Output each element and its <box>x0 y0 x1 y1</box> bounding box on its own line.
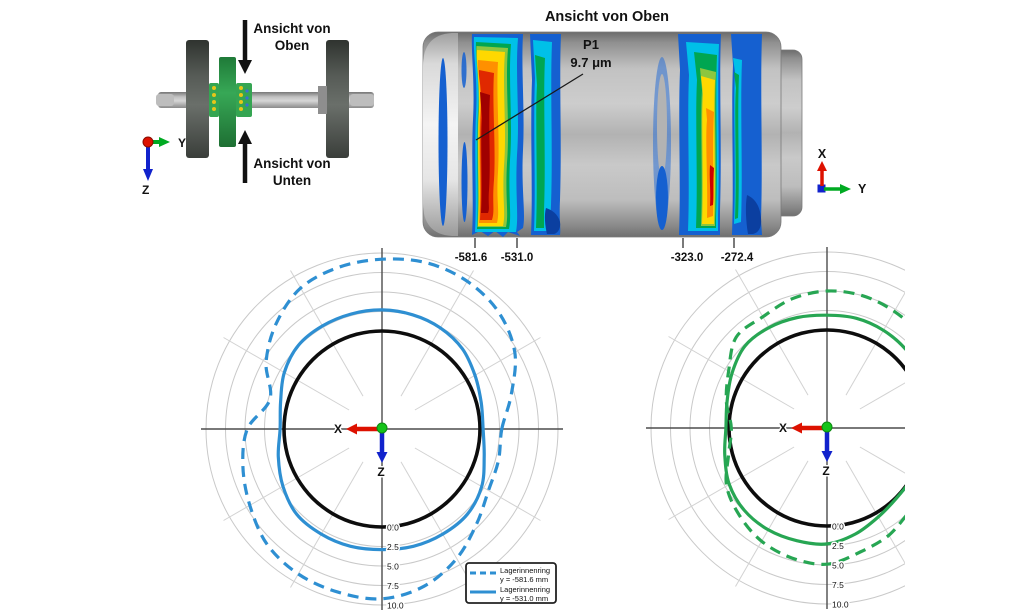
view-bottom-label-line1: Ansicht von <box>253 156 330 171</box>
spoke-gridline <box>414 447 541 521</box>
view-top-label-line1: Ansicht von <box>253 21 330 36</box>
spoke-gridline <box>735 460 809 587</box>
annotation-point-label: P1 <box>583 37 599 52</box>
hub-spacer <box>318 86 327 114</box>
legend-entry-line1: Lagerinnenring <box>500 585 550 594</box>
radial-tick-label: 2.5 <box>387 542 399 552</box>
spoke-gridline <box>668 446 795 520</box>
position-labels: -581.6 -531.0 -323.0 -272.4 <box>455 252 754 264</box>
series-dashed-ring <box>724 289 905 566</box>
x-axis-label: X <box>334 422 342 436</box>
contour-band-B <box>530 34 561 235</box>
origin-sphere <box>142 136 154 148</box>
spoke-gridline <box>290 270 364 397</box>
polar-chart-right: 0.0 2.5 5.0 7.5 10.0 X Z <box>637 238 905 615</box>
spoke-gridline <box>414 337 541 411</box>
cylinder-title: Ansicht von Oben <box>545 9 669 25</box>
spoke-gridline <box>223 337 350 411</box>
z-axis-label: Z <box>822 464 829 478</box>
series-lagerinnenring-y-531-0-mm <box>276 308 486 552</box>
wheel-left <box>186 40 209 158</box>
position-label-1: -531.0 <box>501 252 534 264</box>
view-bottom-label-line2: Unten <box>273 173 311 188</box>
x-axis-arrow <box>791 422 802 434</box>
radial-tick-label: 2.5 <box>832 541 844 551</box>
z-axis-arrow <box>143 169 153 181</box>
position-label-2: -323.0 <box>671 252 704 264</box>
arrow-up-head <box>238 130 252 144</box>
contour-sliver-3 <box>461 52 467 88</box>
radial-tick-label: 0.0 <box>832 522 844 532</box>
series-lagerinnenring-y-581-6-mm <box>241 257 518 601</box>
annotation-leader-line <box>475 73 584 141</box>
y-axis-label: Y <box>178 136 186 150</box>
z-axis-label: Z <box>377 465 384 479</box>
spoke-gridline <box>400 270 474 397</box>
x-axis-label: X <box>818 147 827 161</box>
position-label-0: -581.6 <box>455 252 488 264</box>
legend-entry-line2: y = -581.6 mm <box>500 575 548 584</box>
legend-entry-line1: Lagerinnenring <box>500 566 550 575</box>
spoke-gridline <box>223 447 350 521</box>
radial-tick-label: 7.5 <box>832 580 844 590</box>
z-axis-arrow <box>821 451 833 462</box>
position-label-3: -272.4 <box>721 252 754 264</box>
series-reference-circle <box>282 329 482 529</box>
bearing-right <box>236 83 252 117</box>
origin-dot <box>376 422 388 434</box>
z-axis-label: Z <box>142 183 149 197</box>
series-reference-circle <box>727 328 905 528</box>
contour-band-D <box>731 34 762 235</box>
radial-tick-label: 0.0 <box>387 523 399 533</box>
cylinder-axis-triad: X Y <box>817 147 867 196</box>
legend-entry-line2: y = -531.0 mm <box>500 594 548 603</box>
x-axis-label: X <box>779 421 787 435</box>
spoke-gridline <box>859 382 905 410</box>
x-axis-arrow <box>817 161 827 171</box>
radial-tick-label: 5.0 <box>387 562 399 572</box>
position-ticks <box>474 238 735 248</box>
contour-sliver-1 <box>438 58 448 226</box>
spoke-gridline <box>400 461 474 588</box>
radial-tick-label: 7.5 <box>387 581 399 591</box>
spoke-gridline <box>845 291 905 396</box>
y-axis-arrow <box>159 137 170 147</box>
axle-stub-right <box>350 94 374 106</box>
spoke-gridline <box>290 461 364 588</box>
x-axis-arrow <box>346 423 357 435</box>
cylinder-contour-view: Ansicht von Oben P1 9.7 μm -581.6 -531.0… <box>422 9 867 264</box>
radial-tick-label: 5.0 <box>832 561 844 571</box>
contour-band-A <box>471 34 524 237</box>
radial-tick-label: 10.0 <box>832 600 849 610</box>
contour-sliver-2 <box>461 142 468 222</box>
spoke-gridline <box>845 460 905 565</box>
radial-tick-label: 10.0 <box>387 601 404 611</box>
contour-blob-E <box>653 57 671 230</box>
view-top-label-line2: Oben <box>275 38 310 53</box>
wheelset-axis-triad: Y Z <box>142 136 186 197</box>
brake-disc <box>219 57 236 147</box>
annotation-value-label: 9.7 μm <box>570 55 611 70</box>
origin-dot <box>821 421 833 433</box>
z-axis-arrow <box>376 452 388 463</box>
bearing-rollers <box>212 86 249 111</box>
wheelset-inset: Ansicht von Oben Ansicht von Unten Y Z <box>142 20 374 197</box>
contour-band-C <box>678 34 721 235</box>
spoke-gridline <box>859 446 905 474</box>
y-axis-arrow <box>840 184 851 194</box>
polar-chart-left: 0.0 2.5 5.0 7.5 10.0 X Z Lagerinnenring y = -581… <box>192 239 572 615</box>
arrow-down-head <box>238 60 252 74</box>
z-axis-into-screen <box>817 184 826 193</box>
series-solid-ring <box>723 313 905 546</box>
axle-stub-left <box>156 94 174 106</box>
spoke-gridline <box>735 269 809 396</box>
wheel-right <box>326 40 349 158</box>
y-axis-label: Y <box>858 182 867 196</box>
